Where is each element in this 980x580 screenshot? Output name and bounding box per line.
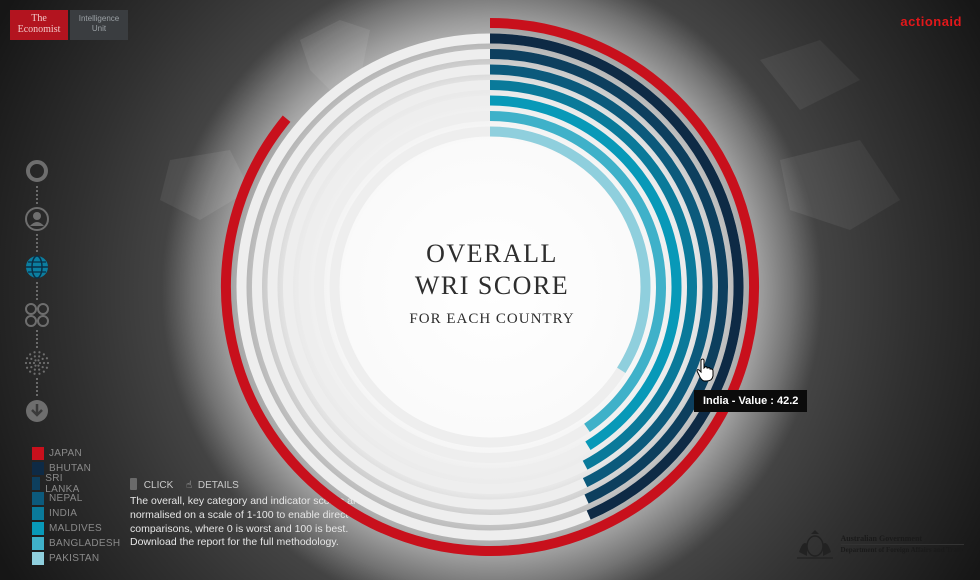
legend-item[interactable]: BHUTAN	[32, 461, 91, 476]
gov-line2: Department of Foreign Affairs and Trade	[840, 543, 964, 554]
legend-item[interactable]: NEPAL	[32, 491, 83, 506]
legend-label: NEPAL	[49, 493, 83, 504]
legend-swatch	[32, 507, 44, 520]
legend-swatch	[32, 447, 44, 460]
radial-bar-pakistan[interactable]	[489, 126, 651, 373]
legend-label: PAKISTAN	[49, 553, 100, 564]
legend-label: INDIA	[49, 508, 78, 519]
radial-bar-bangladesh[interactable]	[489, 111, 666, 432]
coat-of-arms-icon	[796, 530, 833, 559]
radial-bar-sri-lanka[interactable]	[489, 49, 728, 504]
person-icon[interactable]	[24, 206, 50, 232]
legend-label: SRI LANKA	[45, 472, 80, 495]
legend-item[interactable]: INDIA	[32, 506, 77, 521]
legend-swatch	[32, 477, 41, 490]
four-circles-icon[interactable]	[24, 302, 50, 328]
legend-item[interactable]: PAKISTAN	[32, 551, 99, 566]
economist-logo-line1: The	[31, 13, 47, 24]
overall-icon[interactable]	[24, 158, 50, 184]
click-icon	[130, 478, 137, 490]
radial-bar-japan[interactable]	[221, 18, 759, 556]
gov-line1: Australian Government	[840, 533, 923, 543]
download-icon[interactable]	[24, 398, 50, 424]
legend-label: BANGLADESH	[49, 538, 121, 549]
eiu-logo[interactable]: Intelligence Unit	[70, 10, 128, 40]
legend-item[interactable]: SRI LANKA	[32, 473, 83, 495]
details-hint-label: DETAILS	[197, 480, 239, 491]
legend-swatch	[32, 522, 44, 535]
legend-label: MALDIVES	[49, 523, 102, 534]
radial-bar-india[interactable]	[489, 80, 697, 470]
hand-cursor-icon	[696, 358, 714, 382]
eiu-logo-line2: Unit	[91, 24, 107, 33]
actionaid-logo[interactable]: actionaid	[900, 14, 962, 29]
economist-logo-line2: Economist	[17, 24, 61, 35]
click-details-hint: CLICK ☝ DETAILS	[130, 478, 239, 491]
globe-icon[interactable]	[24, 254, 50, 280]
legend-item[interactable]: BANGLADESH	[32, 536, 120, 551]
legend-label: BHUTAN	[49, 463, 92, 474]
radial-bar-nepal[interactable]	[489, 64, 713, 488]
chart-title-line1: OVERALL	[426, 239, 558, 268]
radial-bar-bhutan[interactable]	[489, 33, 744, 520]
value-tooltip: India - Value : 42.2	[694, 390, 808, 412]
legend-label: JAPAN	[49, 448, 82, 459]
radial-bar-maldives[interactable]	[489, 95, 682, 450]
methodology-note: The overall, key category and indicator …	[130, 495, 363, 549]
click-hint-label: CLICK	[143, 480, 174, 491]
chart-title: OVERALL WRI SCORE FOR EACH COUNTRY	[372, 238, 612, 328]
legend-item[interactable]: MALDIVES	[32, 521, 102, 536]
chart-title-line2: WRI SCORE	[414, 271, 570, 300]
legend-swatch	[32, 492, 44, 505]
dots-circle-icon[interactable]	[24, 350, 50, 376]
legend-swatch	[32, 462, 44, 475]
eiu-logo-line1: Intelligence	[78, 14, 120, 23]
chart-subtitle: FOR EACH COUNTRY	[409, 311, 575, 327]
pointer-icon: ☝	[186, 480, 193, 491]
legend-item[interactable]: JAPAN	[32, 446, 82, 461]
legend-swatch	[32, 537, 44, 550]
economist-logo[interactable]: The Economist	[10, 10, 68, 40]
legend-swatch	[32, 552, 44, 565]
australian-government-logo[interactable]: Australian Government Department of Fore…	[795, 528, 964, 560]
